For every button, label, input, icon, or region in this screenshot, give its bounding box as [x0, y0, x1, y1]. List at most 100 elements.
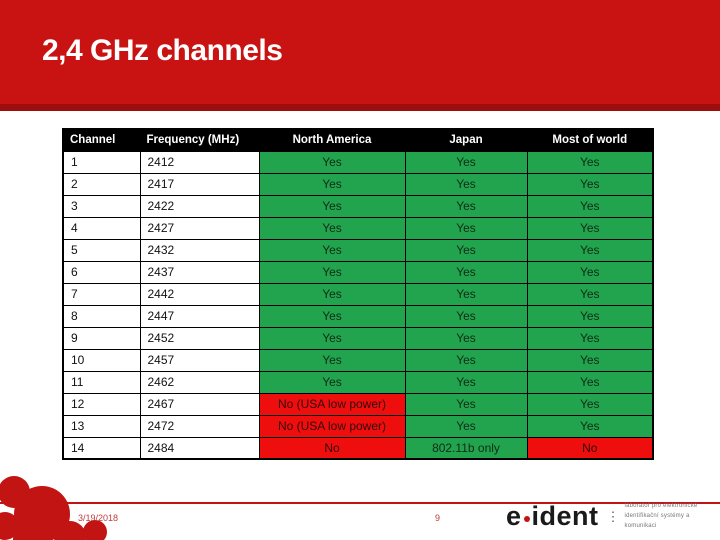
table-row: 8 2447 Yes Yes Yes: [62, 304, 654, 328]
table-row: 14 2484 No 802.11b only No: [62, 436, 654, 460]
frequency-cell: 2432: [139, 238, 260, 262]
channel-cell: 11: [62, 370, 141, 394]
availability-cell-japan: Yes: [404, 260, 528, 284]
frequency-cell: 2462: [139, 370, 260, 394]
availability-cell-most-of-world: Yes: [526, 150, 654, 174]
corner-circles-decoration: [0, 476, 107, 540]
table-row: 1 2412 Yes Yes Yes: [62, 150, 654, 174]
column-header-most-of-world: Most of world: [526, 128, 654, 152]
availability-cell-japan: Yes: [404, 348, 528, 372]
availability-cell-japan: Yes: [404, 282, 528, 306]
availability-cell-most-of-world: Yes: [526, 370, 654, 394]
availability-cell-north-america: Yes: [258, 304, 406, 328]
availability-cell-most-of-world: Yes: [526, 348, 654, 372]
footer-divider-line: [0, 502, 720, 504]
availability-cell-north-america: No (USA low power): [258, 392, 406, 416]
frequency-cell: 2422: [139, 194, 260, 218]
frequency-cell: 2467: [139, 392, 260, 416]
availability-cell-japan: Yes: [404, 238, 528, 262]
channel-cell: 4: [62, 216, 141, 240]
availability-cell-north-america: Yes: [258, 326, 406, 350]
availability-cell-north-america: Yes: [258, 370, 406, 394]
availability-cell-north-america: Yes: [258, 348, 406, 372]
availability-cell-japan: Yes: [404, 194, 528, 218]
channel-cell: 8: [62, 304, 141, 328]
eident-logo: e ident ⋮ laboratoř pro elektronické ide…: [506, 501, 720, 532]
availability-cell-most-of-world: Yes: [526, 392, 654, 416]
frequency-cell: 2417: [139, 172, 260, 196]
availability-cell-most-of-world: Yes: [526, 238, 654, 262]
table-row: 3 2422 Yes Yes Yes: [62, 194, 654, 218]
availability-cell-north-america: Yes: [258, 150, 406, 174]
availability-cell-most-of-world: Yes: [526, 326, 654, 350]
availability-cell-japan: Yes: [404, 370, 528, 394]
logo-tagline-line1: laboratoř pro elektronické: [624, 503, 698, 509]
frequency-cell: 2457: [139, 348, 260, 372]
channel-cell: 5: [62, 238, 141, 262]
frequency-cell: 2427: [139, 216, 260, 240]
channels-table-body: 1 2412 Yes Yes Yes 2 2417 Yes Yes Yes 3 2422 Yes Yes Y…: [62, 150, 654, 460]
channel-cell: 7: [62, 282, 141, 306]
availability-cell-japan: Yes: [404, 414, 528, 438]
table-row: 10 2457 Yes Yes Yes: [62, 348, 654, 372]
availability-cell-most-of-world: Yes: [526, 414, 654, 438]
channel-cell: 14: [62, 436, 141, 460]
availability-cell-north-america: Yes: [258, 194, 406, 218]
table-row: 11 2462 Yes Yes Yes: [62, 370, 654, 394]
availability-cell-north-america: No (USA low power): [258, 414, 406, 438]
availability-cell-japan: Yes: [404, 150, 528, 174]
availability-cell-most-of-world: Yes: [526, 216, 654, 240]
table-row: 6 2437 Yes Yes Yes: [62, 260, 654, 284]
logo-tagline-line2: identifikační systémy a komunikaci: [624, 513, 690, 530]
column-header-japan: Japan: [404, 128, 528, 152]
slide-title: 2,4 GHz channels: [42, 34, 283, 67]
channel-cell: 3: [62, 194, 141, 218]
channel-cell: 1: [62, 150, 141, 174]
availability-cell-north-america: Yes: [258, 282, 406, 306]
channel-cell: 2: [62, 172, 141, 196]
frequency-cell: 2452: [139, 326, 260, 350]
availability-cell-japan: Yes: [404, 172, 528, 196]
channels-table: Channel Frequency (MHz) North America Ja…: [62, 128, 654, 460]
table-row: 13 2472 No (USA low power) Yes Yes: [62, 414, 654, 438]
availability-cell-japan: Yes: [404, 392, 528, 416]
logo-text-e: e: [506, 500, 522, 531]
table-row: 2 2417 Yes Yes Yes: [62, 172, 654, 196]
availability-cell-most-of-world: Yes: [526, 172, 654, 196]
column-header-north-america: North America: [258, 128, 406, 152]
table-row: 9 2452 Yes Yes Yes: [62, 326, 654, 350]
channel-cell: 12: [62, 392, 141, 416]
availability-cell-japan: Yes: [404, 326, 528, 350]
channel-cell: 13: [62, 414, 141, 438]
frequency-cell: 2447: [139, 304, 260, 328]
column-header-frequency: Frequency (MHz): [139, 128, 260, 152]
logo-text-ident: ident: [531, 500, 599, 531]
availability-cell-north-america: Yes: [258, 172, 406, 196]
page-number: 9: [435, 513, 441, 523]
table-row: 7 2442 Yes Yes Yes: [62, 282, 654, 306]
frequency-cell: 2412: [139, 150, 260, 174]
slide-date: 3/19/2018: [78, 513, 119, 523]
availability-cell-north-america: Yes: [258, 238, 406, 262]
availability-cell-japan: Yes: [404, 304, 528, 328]
frequency-cell: 2437: [139, 260, 260, 284]
column-header-channel: Channel: [62, 128, 141, 152]
frequency-cell: 2484: [139, 436, 260, 460]
availability-cell-most-of-world: Yes: [526, 194, 654, 218]
table-row: 5 2432 Yes Yes Yes: [62, 238, 654, 262]
channel-cell: 10: [62, 348, 141, 372]
availability-cell-most-of-world: Yes: [526, 282, 654, 306]
slide-header-bar: 2,4 GHz channels: [0, 0, 720, 111]
availability-cell-north-america: No: [258, 436, 406, 460]
channel-cell: 9: [62, 326, 141, 350]
frequency-cell: 2442: [139, 282, 260, 306]
table-header-row: Channel Frequency (MHz) North America Ja…: [62, 128, 654, 152]
availability-cell-north-america: Yes: [258, 216, 406, 240]
logo-tagline: laboratoř pro elektronické identifikační…: [625, 501, 720, 532]
logo-separator-dots-icon: ⋮: [606, 508, 620, 524]
availability-cell-japan: Yes: [404, 216, 528, 240]
availability-cell-north-america: Yes: [258, 260, 406, 284]
table-row: 12 2467 No (USA low power) Yes Yes: [62, 392, 654, 416]
availability-cell-most-of-world: Yes: [526, 304, 654, 328]
